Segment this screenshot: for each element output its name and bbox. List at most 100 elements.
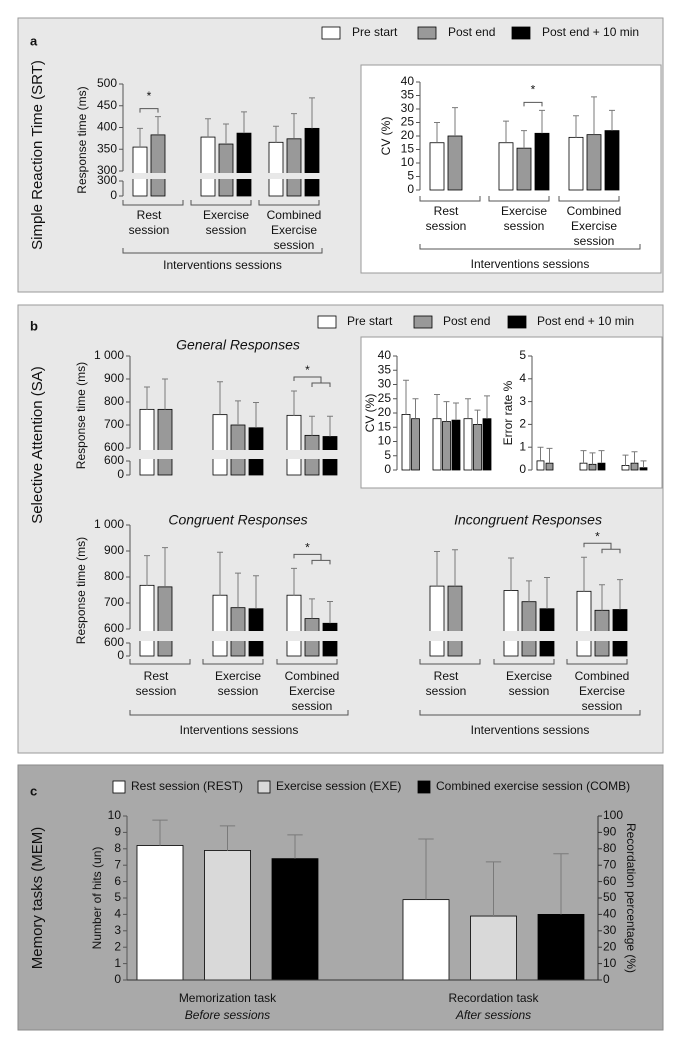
- error-bar: [526, 580, 532, 602]
- error-bar: [253, 575, 259, 609]
- y-tick-label: 10: [108, 808, 122, 822]
- error-bar: [327, 415, 333, 437]
- x-tick-label: Rest session: [129, 208, 170, 237]
- panel-label: b: [30, 318, 38, 333]
- y-tick-label: 700: [104, 417, 124, 431]
- y-tick-label: 800: [104, 394, 124, 408]
- y2-tick-label: 30: [603, 923, 617, 937]
- y2-tick-label: 70: [603, 857, 617, 871]
- axis-break: [414, 631, 631, 641]
- error-bar: [253, 401, 259, 428]
- bar: [150, 134, 166, 197]
- y-tick-label: 600: [104, 440, 124, 454]
- legend-label: Pre start: [347, 314, 393, 328]
- group-bracket: [122, 248, 323, 254]
- significance-bracket: [293, 376, 322, 383]
- category-bracket: [419, 659, 481, 665]
- category-bracket: [258, 200, 320, 206]
- y-tick-label: 5: [519, 348, 526, 362]
- category-bracket: [190, 200, 252, 206]
- category-bracket: [493, 659, 555, 665]
- error-bar: [144, 386, 150, 410]
- x-tick-label: Exercise session: [203, 208, 249, 237]
- category-bracket: [202, 659, 264, 665]
- y-tick-label: 700: [104, 595, 124, 609]
- error-bar: [591, 96, 597, 135]
- legend-label: Pre start: [352, 25, 398, 39]
- legend-swatch: [112, 780, 126, 794]
- x-tick-label: Combined Exercise session: [575, 669, 630, 713]
- bar: [286, 414, 302, 476]
- error-bar: [465, 398, 471, 419]
- error-bar: [609, 109, 615, 131]
- category-bracket: [566, 659, 628, 665]
- y-tick-label: 600: [104, 621, 124, 635]
- y-tick-label: 35: [401, 88, 415, 102]
- group-label: Interventions sessions: [180, 723, 299, 737]
- category-bracket: [558, 196, 620, 202]
- x-tick-label: Exercise session: [506, 669, 552, 698]
- x-tick-label: Recordation task: [448, 991, 539, 1005]
- error-bar: [412, 398, 419, 419]
- bar: [482, 418, 492, 471]
- x-tick-note: After sessions: [455, 1008, 531, 1022]
- bar: [463, 418, 473, 471]
- error-bar: [452, 107, 458, 136]
- y-tick-label: 10: [378, 434, 392, 448]
- bar: [304, 127, 320, 197]
- chart-title: Incongruent Responses: [454, 512, 602, 528]
- y-tick-label: 5: [384, 448, 391, 462]
- bar: [534, 132, 550, 191]
- error-bar: [273, 125, 279, 143]
- error-bar: [474, 409, 481, 425]
- bar: [271, 858, 319, 981]
- y2-tick-label: 20: [603, 939, 617, 953]
- group-bracket: [129, 710, 349, 716]
- error-bar: [217, 381, 223, 415]
- y-tick-label: 1 000: [94, 517, 124, 531]
- error-bar: [521, 130, 527, 149]
- y-tick-label: 1 000: [94, 348, 124, 362]
- y-tick-label: 15: [378, 419, 392, 433]
- panel-title: Selective Attention (SA): [29, 366, 46, 524]
- error-bar: [622, 454, 629, 466]
- y-tick-label: 900: [104, 543, 124, 557]
- significance-label: *: [147, 89, 152, 103]
- y-axis-label: Error rate %: [501, 380, 515, 445]
- significance-label: *: [305, 541, 310, 555]
- panel-label: a: [30, 33, 38, 48]
- bar: [442, 421, 451, 471]
- error-bar: [537, 446, 544, 461]
- y-tick-label: 800: [104, 569, 124, 583]
- error-bar: [434, 122, 440, 143]
- error-bar: [162, 378, 168, 410]
- y-tick-label: 0: [407, 182, 414, 196]
- group-label: Interventions sessions: [471, 257, 590, 271]
- error-bar: [235, 572, 241, 608]
- error-bar: [631, 451, 638, 464]
- error-bar: [434, 551, 440, 587]
- significance-bracket: [523, 101, 543, 107]
- bar: [200, 136, 216, 197]
- error-bar: [291, 390, 297, 416]
- y-axis-label: Response time (ms): [74, 362, 88, 469]
- error-bar: [453, 402, 459, 421]
- y-axis-label: Response time (ms): [75, 86, 89, 193]
- x-tick-label: Exercise session: [215, 669, 261, 698]
- error-bar: [544, 577, 550, 609]
- error-bar: [223, 123, 229, 145]
- y-tick-label: 450: [97, 98, 117, 112]
- significance-bracket: [583, 542, 612, 550]
- error-bar: [152, 819, 168, 846]
- bar: [503, 590, 519, 657]
- group-bracket: [419, 710, 641, 716]
- y2-tick-label: 90: [603, 825, 617, 839]
- y-tick-label: 2: [114, 939, 121, 953]
- y-tick-label: 30: [401, 101, 415, 115]
- y-tick-label: 25: [378, 391, 392, 405]
- legend-swatch: [321, 26, 341, 40]
- bar: [139, 584, 155, 657]
- error-bar: [599, 584, 605, 611]
- x-tick-label: Combined Exercise session: [267, 208, 322, 252]
- bar: [411, 418, 420, 471]
